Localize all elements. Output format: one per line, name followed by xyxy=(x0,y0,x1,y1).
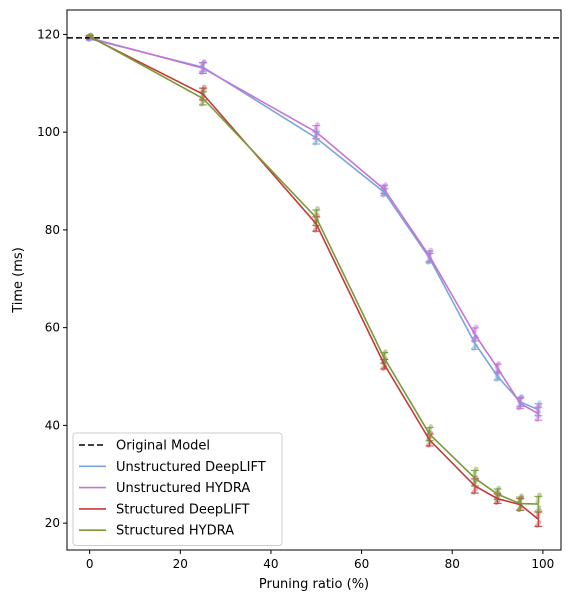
y-tick-label: 120 xyxy=(37,27,60,41)
legend: Original Model Unstructured DeepLIFT Unstr… xyxy=(72,432,283,546)
structured-hydra-point xyxy=(535,499,541,505)
unstructured-hydra-line xyxy=(89,37,539,415)
legend-box xyxy=(72,432,283,546)
unstructured-deeplift-line xyxy=(89,38,539,411)
series-lines xyxy=(89,35,539,520)
y-tick-label: 60 xyxy=(45,321,60,335)
y-tick-label: 40 xyxy=(45,418,60,432)
x-tick-label: 0 xyxy=(86,557,94,571)
x-tick-label: 60 xyxy=(354,557,369,571)
plot-frame xyxy=(66,9,562,551)
x-tick-label: 20 xyxy=(173,557,188,571)
structured-hydra-line xyxy=(89,35,539,505)
y-tick-label: 100 xyxy=(37,125,60,139)
y-axis-label: Time (ms) xyxy=(11,247,26,314)
legend-label-structured-deeplift: Structured DeepLIFT xyxy=(116,502,249,517)
y-tick-label: 20 xyxy=(45,516,60,530)
legend-label-unstructured-hydra: Unstructured HYDRA xyxy=(116,481,250,496)
x-tick-label: 80 xyxy=(445,557,460,571)
structured-hydra-point xyxy=(536,504,542,510)
axis-ticks: 0 20 40 60 80 100 20 40 60 80 100 120 xyxy=(37,27,554,571)
x-axis-label: Pruning ratio (%) xyxy=(259,577,369,592)
x-tick-label: 100 xyxy=(531,557,554,571)
y-tick-label: 80 xyxy=(45,223,60,237)
legend-label-original-model: Original Model xyxy=(116,439,210,454)
unstructured-hydra-point xyxy=(536,413,542,419)
x-tick-label: 40 xyxy=(263,557,278,571)
legend-label-structured-hydra: Structured HYDRA xyxy=(116,524,234,539)
structured-deeplift-point xyxy=(536,519,542,525)
legend-label-unstructured-deeplift: Unstructured DeepLIFT xyxy=(116,460,266,475)
